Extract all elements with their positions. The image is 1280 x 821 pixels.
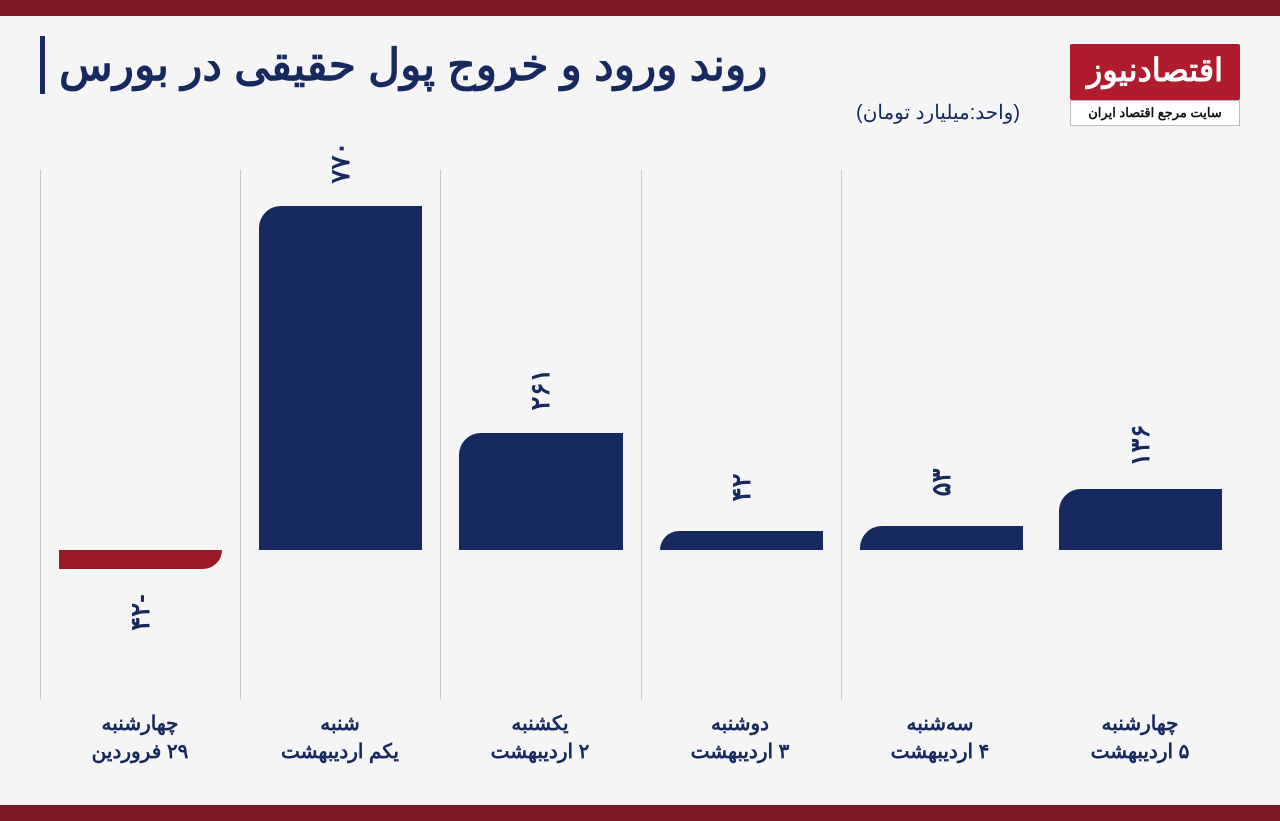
x-axis-labels: چهارشنبه ۲۹ فروردینشنبه یکم اردیبهشتیکشن… [40, 710, 1240, 766]
x-axis-label: دوشنبه ۳ اردیبهشت [640, 710, 840, 766]
chart-area: -۴۲۷۷۰۲۶۱۴۲۵۳۱۳۶ چهارشنبه ۲۹ فروردینشنبه… [40, 170, 1240, 785]
bar-value-label: ۲۶۱ [525, 290, 556, 489]
chart-column: ۷۷۰ [240, 170, 440, 700]
chart-column: ۲۶۱ [440, 170, 640, 700]
logo: اقتصادنیوز سایت مرجع اقتصاد ایران [1070, 44, 1240, 126]
x-axis-label: سه‌شنبه ۴ اردیبهشت [840, 710, 1040, 766]
x-axis-label: یکشنبه ۲ اردیبهشت [440, 710, 640, 766]
bar-value-label: ۵۳ [926, 383, 957, 582]
bar-value-label: ۴۲ [726, 388, 757, 587]
x-axis-label: چهارشنبه ۵ اردیبهشت [1040, 710, 1240, 766]
top-accent-bar [0, 0, 1280, 16]
chart-column: -۴۲ [40, 170, 240, 700]
chart-title: روند ورود و خروج پول حقیقی در بورس [59, 40, 768, 91]
logo-main-text: اقتصادنیوز [1070, 44, 1240, 100]
bar-value-label: -۴۲ [125, 513, 156, 712]
chart-column: ۵۳ [841, 170, 1041, 700]
bar-value-label: ۱۳۶ [1125, 346, 1156, 545]
title-block: روند ورود و خروج پول حقیقی در بورس (واحد… [40, 36, 1040, 125]
x-axis-label: شنبه یکم اردیبهشت [240, 710, 440, 766]
chart-subtitle: (واحد:میلیارد تومان) [40, 100, 1020, 125]
bottom-accent-bar [0, 805, 1280, 821]
title-accent-bar [40, 36, 45, 94]
bar-value-label: ۷۷۰ [325, 63, 356, 262]
logo-sub-text: سایت مرجع اقتصاد ایران [1070, 100, 1240, 126]
chart-column: ۱۳۶ [1041, 170, 1240, 700]
chart-column: ۴۲ [641, 170, 841, 700]
header: روند ورود و خروج پول حقیقی در بورس (واحد… [0, 16, 1280, 136]
plot: -۴۲۷۷۰ ۲۶۱ ۴۲ ۵۳ ۱۳۶ [40, 170, 1240, 700]
x-axis-label: چهارشنبه ۲۹ فروردین [40, 710, 240, 766]
